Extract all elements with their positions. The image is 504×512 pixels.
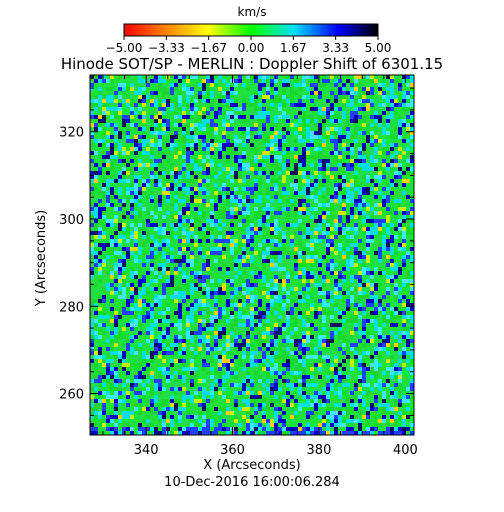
x-axis-label: X (Arcseconds)	[203, 458, 300, 473]
timestamp: 10-Dec-2016 16:00:06.284	[164, 475, 340, 490]
colorbar-tick-label: 3.33	[322, 41, 349, 55]
plot-frame	[89, 74, 415, 436]
colorbar-ticks: −5.00 −3.33 −1.67 0.00 1.67 3.33 5.00	[106, 36, 392, 55]
x-tick-label: 340	[134, 443, 159, 458]
x-tick-label: 380	[307, 443, 332, 458]
y-tick-label: 280	[59, 300, 84, 315]
y-axis-label: Y (Arcseconds)	[34, 210, 49, 307]
y-tick-label: 320	[59, 126, 84, 141]
colorbar-tick-label: −3.33	[148, 41, 185, 55]
heatmap-image	[90, 75, 414, 435]
colorbar-tick-label: 0.00	[238, 41, 265, 55]
y-tick-label: 300	[59, 213, 84, 228]
colorbar-tick-label: 5.00	[365, 41, 392, 55]
x-tick-label: 400	[393, 443, 418, 458]
axes: 340 360 380 400 260 280 300 320	[59, 75, 418, 458]
colorbar-label: km/s	[238, 5, 267, 19]
x-tick-label: 360	[220, 443, 245, 458]
colorbar-tick-label: −5.00	[106, 41, 143, 55]
colorbar	[123, 23, 379, 37]
chart-title: Hinode SOT/SP - MERLIN : Doppler Shift o…	[61, 55, 443, 73]
colorbar-tick-label: 1.67	[280, 41, 307, 55]
y-tick-label: 260	[59, 388, 84, 403]
colorbar-tick-label: −1.67	[190, 41, 227, 55]
